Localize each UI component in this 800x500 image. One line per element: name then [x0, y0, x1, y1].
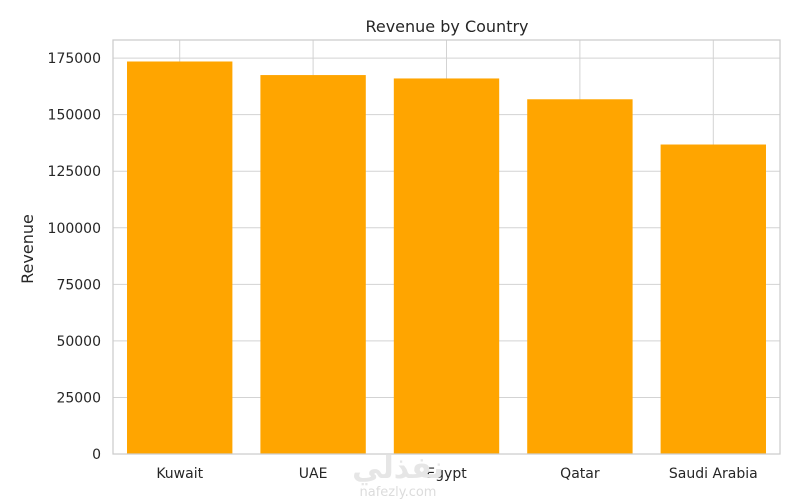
x-tick-label-2: Egypt — [426, 466, 467, 482]
watermark: نفذلي nafezly.com — [352, 451, 444, 500]
y-tick-label-1: 25000 — [56, 390, 101, 406]
bar-egypt — [393, 78, 500, 454]
x-tick-label-1: UAE — [299, 466, 328, 482]
y-tick-label-0: 0 — [92, 447, 101, 463]
x-tick-label-0: Kuwait — [156, 466, 203, 482]
y-tick-label-5: 125000 — [48, 164, 101, 180]
bars — [127, 61, 766, 455]
watermark-url: nafezly.com — [360, 485, 437, 500]
x-tick-labels: Kuwait UAE Egypt Qatar Saudi Arabia — [156, 466, 757, 482]
y-tick-label-4: 100000 — [48, 221, 101, 237]
bar-uae — [260, 75, 366, 454]
bar-kuwait — [127, 61, 233, 455]
y-tick-labels: 0 25000 50000 75000 100000 125000 150000 175000 — [48, 51, 101, 463]
x-tick-label-4: Saudi Arabia — [669, 466, 758, 482]
y-tick-label-6: 150000 — [48, 108, 101, 124]
y-tick-label-3: 75000 — [56, 277, 101, 293]
axes-frame — [112, 39, 781, 455]
y-tick-label-2: 50000 — [56, 334, 101, 350]
y-axis-title: Revenue — [18, 214, 37, 284]
watermark-logo: نفذلي — [352, 451, 444, 486]
chart-title: Revenue by Country — [365, 17, 528, 36]
x-tick-label-3: Qatar — [560, 466, 600, 482]
y-tick-label-7: 175000 — [48, 51, 101, 67]
bar-saudi-arabia — [660, 144, 766, 454]
bar-qatar — [527, 99, 633, 455]
